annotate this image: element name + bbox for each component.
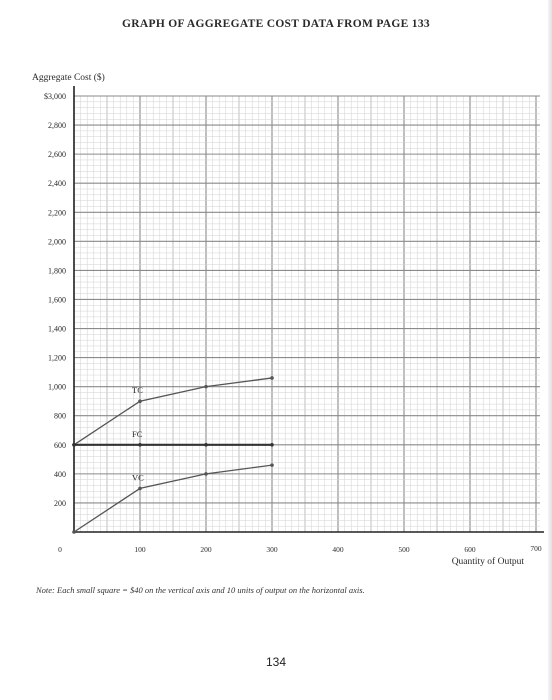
axes (73, 86, 544, 533)
y-tick-label: $3,000 (44, 92, 66, 101)
fc-data-point (72, 443, 76, 447)
vc-series-label: VC (132, 472, 144, 482)
x-tick-label: 500 (398, 545, 410, 554)
fc-data-point (138, 443, 142, 447)
x-tick-label: 600 (464, 545, 476, 554)
y-tick-label: 200 (54, 499, 66, 508)
y-tick-label: 1,200 (48, 354, 66, 363)
x-tick-label: 200 (200, 545, 212, 554)
chart-note: Note: Each small square = $40 on the ver… (36, 585, 365, 595)
series: TC FC VC (72, 376, 274, 534)
x-tick-label: 700 (530, 544, 542, 553)
y-tick-label: 2,800 (48, 121, 66, 130)
vc-data-point (72, 530, 76, 534)
tc-series-label: TC (132, 385, 143, 395)
vc-data-point (204, 472, 208, 476)
y-tick-label: 1,000 (48, 383, 66, 392)
x-tick-label: 100 (134, 545, 146, 554)
y-tick-label: 800 (54, 412, 66, 421)
y-tick-label: 1,600 (48, 295, 66, 304)
fc-data-point (204, 443, 208, 447)
page-number: 134 (265, 655, 287, 669)
tc-series-line (73, 377, 273, 446)
x-tick-label: 400 (332, 545, 344, 554)
y-tick-label: 2,200 (48, 208, 66, 217)
tc-data-point (204, 384, 208, 389)
vc-data-point (270, 463, 274, 467)
tc-data-point (270, 376, 274, 380)
y-tick-label: 2,400 (48, 179, 66, 188)
chart-title: GRAPH OF AGGREGATE COST DATA FROM PAGE 1… (122, 18, 430, 30)
x-tick-label: 0 (58, 545, 62, 554)
x-axis-label: Quantity of Output (452, 556, 525, 567)
tc-data-point (138, 399, 142, 404)
vc-data-point (138, 486, 142, 491)
y-tick-label: 600 (54, 441, 66, 450)
grid (73, 95, 540, 533)
y-tick-label: 1,400 (48, 325, 66, 334)
fc-series-label: FC (132, 429, 143, 439)
fc-data-point (270, 443, 274, 447)
y-tick-label: 1,800 (48, 266, 66, 275)
y-tick-label: 400 (54, 470, 66, 479)
vc-series-line (73, 464, 273, 533)
page-edge-shadow (548, 0, 552, 700)
y-axis-label: Aggregate Cost ($) (32, 72, 105, 83)
y-tick-label: 2,000 (48, 237, 66, 246)
aggregate-cost-chart: $3,000 2,800 2,600 2,400 2,200 2,000 1,800 1,60… (32, 72, 544, 567)
tick-labels: $3,000 2,800 2,600 2,400 2,200 2,000 1,800 1,60… (44, 92, 542, 554)
x-tick-label: 300 (266, 545, 278, 554)
y-tick-label: 2,600 (48, 150, 66, 159)
